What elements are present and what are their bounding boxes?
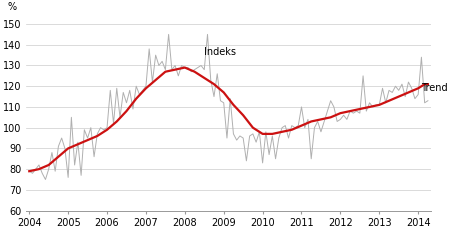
Text: Trend: Trend bbox=[420, 83, 447, 93]
Text: Indeks: Indeks bbox=[204, 47, 236, 57]
Text: %: % bbox=[8, 2, 17, 12]
